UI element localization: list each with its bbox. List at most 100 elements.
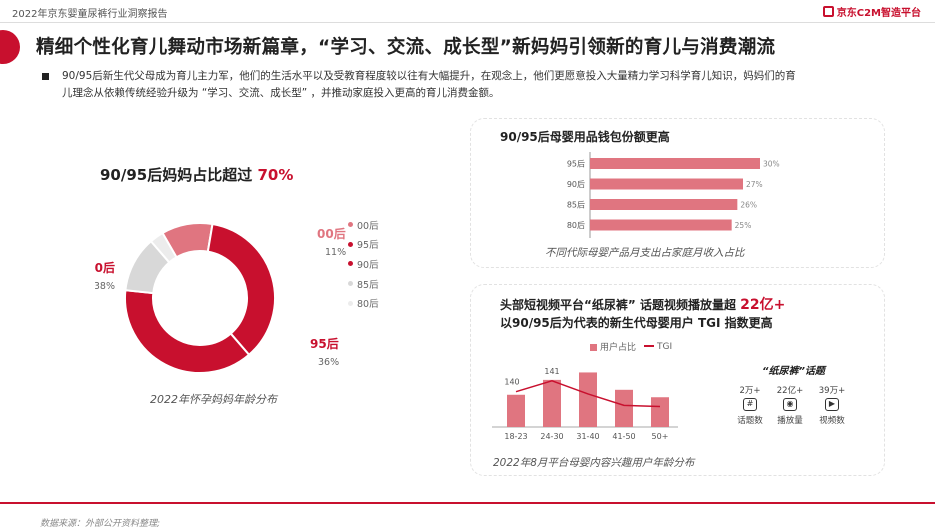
stat-videos-value: 39万+ (818, 386, 846, 396)
wallet-share-chart: 95后 30% 90后 27% 85后 26% 80后 25% (567, 152, 780, 238)
tgi-label-18-23: 140 (504, 378, 519, 387)
footer-divider (0, 502, 935, 504)
bar-swatch-icon (590, 344, 597, 351)
legend-item-95后: 95后 (348, 235, 379, 255)
brand: 京东C2M智造平台 (822, 4, 921, 19)
donut-slice-90后 (124, 289, 251, 374)
line-swatch-icon (644, 345, 655, 347)
legend-item-80后: 80后 (348, 293, 379, 313)
donut-legend: 00后 95后 90后 85后 80后 (348, 215, 379, 313)
brand-name: 京东C2M智造平台 (836, 8, 921, 19)
stat-topics-label: 话题数 (737, 416, 763, 426)
jd-logo-icon (822, 6, 834, 17)
intro-line-2: 儿理念从依赖传统经验升级为 “学习、交流、成长型” ，并推动家庭投入更高的育儿消… (62, 87, 500, 99)
video-topic-title-text: 头部短视频平台“纸尿裤” 话题视频播放量超 (500, 298, 736, 312)
combo-legend: 用户占比 TGI (590, 340, 672, 353)
hbar-category-85后: 85后 (567, 200, 585, 210)
report-title: 2022年京东婴童尿裤行业洞察报告 (12, 9, 168, 20)
hbar-category-90后: 90后 (567, 179, 585, 189)
donut-pct-00后: 11% (325, 247, 346, 258)
donut-title-highlight: 70% (257, 166, 294, 184)
legend-dot-icon (348, 241, 353, 247)
combo-category-18-23: 18-23 (504, 432, 527, 441)
combo-bar-18-23 (507, 394, 525, 427)
tgi-line (515, 380, 661, 408)
legend-tgi: TGI (644, 342, 672, 352)
stat-topics: 2万+ # 话题数 (730, 384, 770, 426)
hbar-bar-80后 (590, 219, 732, 231)
legend-item-90后: 90后 (348, 254, 379, 274)
hash-icon: # (743, 398, 757, 411)
legend-dot-icon (348, 300, 353, 306)
legend-label: 90后 (357, 259, 379, 271)
stat-plays-value: 22亿+ (776, 386, 804, 396)
hbar-bar-85后 (590, 199, 738, 210)
legend-item-00后: 00后 (348, 215, 379, 235)
combo-category-50+: 50+ (652, 432, 669, 441)
combo-category-41-50: 41-50 (612, 432, 635, 441)
legend-tgi-label: TGI (657, 341, 673, 352)
donut-slice-95后 (206, 222, 276, 357)
topic-title: “纸尿裤”话题 (762, 366, 825, 377)
donut-caption: 2022年怀孕妈妈年龄分布 (150, 393, 277, 406)
stat-videos: 39万+ ▶ 视频数 (812, 384, 852, 426)
stat-videos-label: 视频数 (819, 416, 845, 426)
intro-paragraph: 90/95后新生代父母成为育儿主力军，他们的生活水平以及受教育程度较以往有大幅提… (62, 68, 912, 102)
donut-chart: 00后 11% 95后 36% 90后 38% (95, 222, 346, 374)
combo-category-24-30: 24-30 (540, 432, 563, 441)
wallet-share-caption: 不同代际母婴产品月支出占家庭月收入占比 (545, 247, 745, 259)
top-divider (0, 22, 935, 23)
hbar-value-80后: 25% (735, 221, 752, 230)
combo-bar-41-50 (615, 389, 633, 427)
legend-dot-icon (348, 222, 353, 228)
legend-label: 00后 (357, 220, 379, 232)
legend-user-share: 用户占比 (590, 340, 636, 353)
video-topic-title-1: 头部短视频平台“纸尿裤” 话题视频播放量超 22亿+ (500, 294, 785, 314)
play-count-icon: ◉ (783, 398, 797, 411)
video-icon: ▶ (825, 398, 839, 411)
video-topic-title-2: 以90/95后为代表的新生代母婴用户 TGI 指数更高 (500, 316, 773, 330)
donut-label-00后: 00后 (317, 226, 346, 241)
intro-line-1: 90/95后新生代父母成为育儿主力军，他们的生活水平以及受教育程度较以往有大幅提… (62, 70, 796, 82)
combo-bar-50+ (651, 397, 669, 427)
legend-dot-icon (348, 261, 353, 267)
video-topic-card (470, 284, 885, 476)
bullet-icon (42, 73, 49, 80)
legend-label: 85后 (357, 279, 379, 291)
title-dot-icon (0, 30, 20, 64)
wallet-share-title: 90/95后母婴用品钱包份额更高 (500, 130, 670, 144)
hbar-bar-95后 (590, 158, 760, 169)
hbar-category-80后: 80后 (567, 220, 585, 230)
combo-category-31-40: 31-40 (576, 432, 599, 441)
legend-item-85后: 85后 (348, 274, 379, 294)
video-topic-title-highlight: 22亿+ (740, 297, 786, 313)
stat-plays-label: 播放量 (777, 416, 803, 426)
donut-title-prefix: 90/95后妈妈占比超过 (100, 166, 253, 184)
wallet-share-card (470, 118, 885, 268)
donut-pct-90后: 38% (95, 281, 115, 292)
tgi-label-24-30: 141 (544, 367, 559, 376)
stat-plays: 22亿+ ◉ 播放量 (770, 384, 810, 426)
donut-pct-95后: 36% (318, 357, 339, 368)
hbar-bar-90后 (590, 178, 743, 190)
legend-dot-icon (348, 281, 353, 287)
age-tgi-caption: 2022年8月平台母婴内容兴趣用户年龄分布 (493, 457, 695, 469)
combo-bar-24-30 (543, 379, 561, 427)
hbar-value-95后: 30% (763, 160, 780, 169)
donut-label-90后: 90后 (95, 260, 115, 275)
legend-label: 80后 (357, 299, 379, 311)
combo-bar-31-40 (579, 372, 597, 427)
page-title: 精细个性化育儿舞动市场新篇章，“学习、交流、成长型”新妈妈引领新的育儿与消费潮流 (36, 37, 776, 58)
donut-slice-80后 (149, 231, 178, 264)
hbar-category-95后: 95后 (567, 159, 585, 169)
hbar-value-85后: 26% (740, 201, 757, 210)
legend-user-share-label: 用户占比 (600, 343, 637, 353)
age-tgi-chart: 18-23 24-30 31-40 41-50 50+ 140 141 (492, 367, 678, 441)
hbar-value-90后: 27% (746, 180, 763, 189)
source-note: 数据来源：外部公开资料整理; (40, 519, 161, 529)
stat-topics-value: 2万+ (739, 386, 761, 396)
donut-title: 90/95后妈妈占比超过 70% (100, 164, 293, 185)
donut-label-95后: 95后 (310, 336, 339, 351)
top-bar: 2022年京东婴童尿裤行业洞察报告 京东C2M智造平台 (0, 0, 935, 22)
legend-label: 95后 (357, 240, 379, 252)
